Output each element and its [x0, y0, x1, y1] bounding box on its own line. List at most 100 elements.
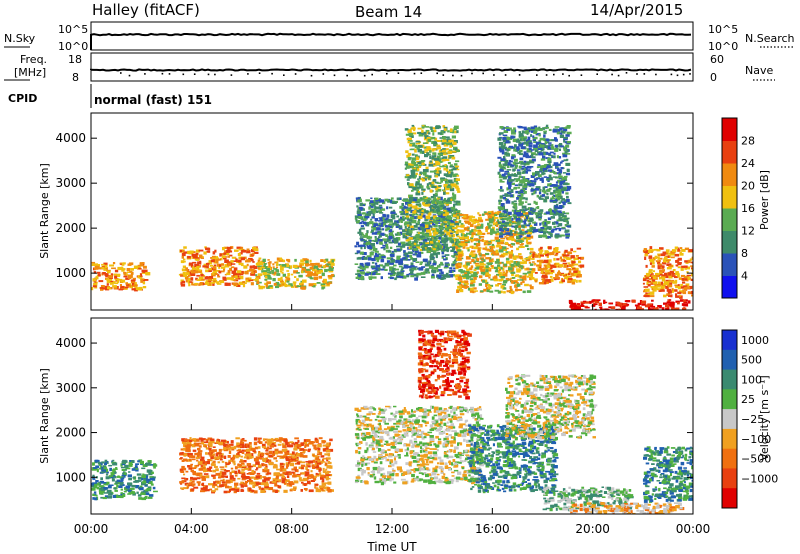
range-cell — [132, 476, 136, 479]
range-cell — [656, 249, 661, 252]
range-cell — [444, 141, 447, 144]
range-cell — [264, 275, 268, 279]
range-cell — [457, 278, 463, 281]
range-cell — [512, 136, 516, 139]
range-cell — [360, 208, 365, 211]
range-cell — [122, 493, 126, 497]
range-cell — [238, 248, 243, 251]
range-cell — [239, 275, 244, 280]
range-cell — [508, 278, 512, 281]
range-cell — [498, 176, 504, 179]
range-cell — [510, 271, 516, 274]
range-cell — [377, 239, 383, 242]
range-cell — [456, 290, 460, 293]
range-cell — [378, 204, 383, 207]
range-cell — [516, 169, 521, 171]
range-cell — [105, 476, 110, 480]
range-cell — [509, 220, 513, 224]
range-cell — [412, 198, 418, 202]
range-cell — [668, 275, 673, 279]
range-cell — [564, 277, 569, 280]
range-cell — [419, 237, 424, 240]
range-cell — [412, 187, 417, 191]
range-cell — [411, 201, 415, 204]
range-cell — [309, 266, 314, 270]
range-cell — [116, 280, 120, 283]
range-cell — [556, 132, 559, 135]
cpid-label: CPID — [8, 92, 37, 105]
range-cell — [498, 146, 503, 150]
range-cell — [448, 234, 452, 238]
range-cell — [267, 277, 270, 280]
range-cell — [490, 228, 494, 232]
range-cell — [554, 250, 559, 253]
range-cell — [619, 305, 625, 308]
range-cell — [117, 266, 123, 271]
range-cell — [545, 124, 549, 127]
range-cell — [374, 238, 378, 241]
range-cell — [406, 273, 410, 277]
range-cell — [452, 274, 456, 277]
range-cell — [484, 240, 489, 243]
range-cell — [684, 247, 690, 250]
y-tick-label: 1000 — [55, 266, 86, 280]
range-cell — [294, 258, 297, 262]
range-cell — [554, 199, 558, 203]
range-cell — [369, 248, 372, 251]
range-cell — [212, 283, 215, 286]
range-cell — [191, 267, 197, 271]
range-cell — [361, 204, 366, 207]
range-cell — [369, 239, 372, 242]
range-cell — [658, 289, 662, 292]
range-cell — [446, 138, 451, 141]
range-cell — [374, 236, 377, 239]
range-cell — [637, 306, 642, 309]
range-cell — [117, 278, 123, 281]
range-cell — [505, 251, 509, 254]
range-cell — [665, 259, 670, 262]
range-cell — [512, 237, 515, 241]
range-cell — [409, 254, 413, 258]
range-cell — [208, 276, 213, 280]
range-cell — [135, 463, 139, 465]
range-cell — [435, 198, 439, 202]
range-cell — [530, 127, 535, 131]
range-cell — [411, 132, 417, 135]
range-cell — [431, 155, 437, 158]
range-cell — [602, 308, 607, 310]
range-cell — [411, 267, 417, 269]
range-cell — [477, 223, 481, 226]
range-cell — [300, 280, 304, 283]
range-cell — [570, 307, 574, 310]
range-cell — [501, 225, 506, 227]
range-cell — [533, 191, 536, 195]
range-cell — [138, 497, 142, 500]
range-cell — [566, 158, 569, 161]
range-cell — [407, 233, 412, 236]
range-cell — [438, 158, 441, 160]
range-cell — [450, 270, 454, 273]
nave-dot — [536, 74, 538, 76]
range-cell — [529, 159, 534, 162]
range-cell — [424, 149, 429, 152]
range-cell — [397, 242, 401, 246]
range-cell — [207, 262, 213, 265]
range-cell — [287, 259, 291, 263]
range-cell — [471, 231, 474, 233]
range-cell — [509, 245, 513, 248]
range-cell — [183, 274, 188, 278]
range-cell — [101, 469, 106, 473]
range-cell — [502, 283, 506, 286]
range-cell — [252, 252, 255, 255]
range-cell — [655, 260, 659, 263]
range-cell — [306, 268, 311, 271]
range-cell — [547, 159, 552, 163]
range-cell — [196, 269, 202, 272]
range-cell — [503, 213, 506, 215]
range-cell — [360, 244, 366, 247]
range-cell — [434, 193, 438, 196]
range-cell — [422, 171, 425, 175]
range-cell — [675, 293, 678, 297]
range-cell — [98, 464, 101, 466]
range-cell — [443, 209, 447, 214]
